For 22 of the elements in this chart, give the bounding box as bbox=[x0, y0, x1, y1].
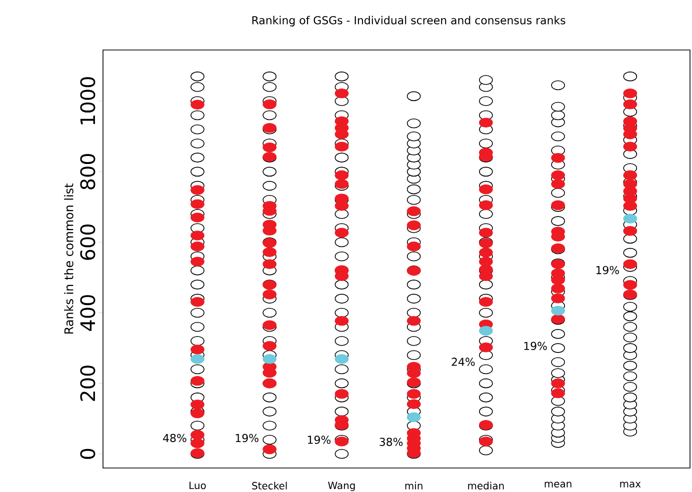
annotation: 38% bbox=[380, 438, 403, 446]
x-tick-label: Luo bbox=[190, 482, 206, 490]
y-tick-label: 0 bbox=[80, 448, 96, 459]
y-axis-title: Ranks in the common list bbox=[64, 184, 74, 334]
x-tick-label: Wang bbox=[328, 482, 355, 492]
y-tick-label: 400 bbox=[80, 295, 96, 331]
annotation: 19% bbox=[524, 342, 547, 350]
annotation: 19% bbox=[236, 434, 258, 442]
y-tick-label: 800 bbox=[80, 154, 96, 190]
annotation: 19% bbox=[596, 266, 619, 274]
annotation: 24% bbox=[452, 358, 475, 366]
x-tick-label: Steckel bbox=[252, 482, 287, 490]
x-tick-label: median bbox=[468, 482, 504, 490]
annotation: 48% bbox=[163, 434, 186, 442]
chart-title: Ranking of GSGs - Individual screen and consensus ranks bbox=[252, 16, 566, 26]
x-tick-label: min bbox=[405, 482, 422, 490]
x-tick-label: max bbox=[620, 482, 641, 488]
y-tick-label: 200 bbox=[80, 366, 96, 401]
y-tick-label: 1000 bbox=[80, 77, 96, 124]
annotation: 19% bbox=[308, 436, 331, 444]
x-tick-label: mean bbox=[544, 482, 572, 488]
y-tick-label: 600 bbox=[80, 224, 96, 260]
